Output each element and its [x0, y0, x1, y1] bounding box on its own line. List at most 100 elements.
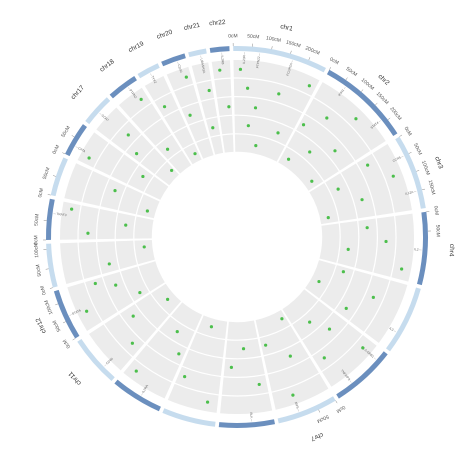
track-band-chr5-1 [364, 280, 408, 343]
chromosome-arc-chr11 [77, 338, 115, 381]
data-point-chr8-120-t3 [229, 365, 234, 369]
tick-label: 0cM [403, 126, 413, 137]
chromosome-arc-chr19 [137, 63, 160, 79]
tick-mark [374, 102, 378, 106]
data-point-chr2-15-t3 [301, 123, 306, 127]
gene-label: PTPN22 [256, 56, 261, 69]
tick-mark [308, 57, 311, 61]
data-point-chr21-20-t4 [211, 126, 215, 130]
track-band-chr4-3 [355, 218, 377, 273]
track-band-chr4-4 [337, 221, 359, 268]
track-band-chr12-5 [138, 261, 165, 292]
tick-label: 50cM [316, 413, 330, 424]
tick-mark [408, 151, 412, 154]
data-point-chr6-30-t1 [361, 346, 365, 350]
track-band-chr12-1 [67, 282, 102, 332]
data-point-chr5-70-t2 [371, 295, 375, 299]
track-band-chr13-4 [115, 240, 137, 270]
track-band-chr4-2 [373, 216, 396, 277]
data-point-layer [70, 67, 404, 404]
track-band-chr7-3 [263, 341, 310, 374]
tick-label: 0cM [33, 235, 39, 245]
track-band-chr19-3 [164, 109, 187, 133]
gene-label: PTPN2 [128, 89, 137, 100]
track-band-chr22-3 [217, 97, 233, 116]
tick-mark [71, 135, 75, 138]
chromosome-arc-chr15 [50, 157, 68, 197]
tick-mark [345, 77, 348, 81]
gene-connector [141, 393, 143, 396]
data-point-chr1-60-t4 [246, 124, 250, 128]
track-band-chr20-2 [174, 84, 199, 108]
chromosome-label-chr21: chr21 [183, 22, 201, 32]
data-point-chr5-20-t4 [341, 270, 345, 274]
data-point-chr15-70-t3 [113, 189, 117, 193]
track-band-chr20-5 [196, 138, 214, 159]
data-point-chr8-70-t4 [241, 347, 246, 351]
track-band-chr16-5 [144, 176, 169, 200]
data-point-chr2-70-t2 [325, 116, 329, 120]
data-point-chr7-140-t4 [264, 343, 268, 347]
data-point-chr18-60-t1 [139, 97, 143, 101]
track-band-chr19-2 [154, 92, 179, 117]
gene-connector [343, 87, 346, 90]
tick-label: 150cM [285, 39, 301, 49]
track-band-chr6-5 [282, 289, 318, 324]
gene-connector [128, 87, 130, 90]
data-point-chr22-20-t1 [218, 68, 222, 72]
data-point-chr19-20-t2 [162, 105, 167, 109]
tick-mark [72, 338, 76, 341]
track-band-chr14-2 [78, 205, 99, 240]
gene-connector [401, 156, 404, 158]
data-point-chr7-100-t1 [291, 393, 295, 397]
track-band-chr17-1 [96, 107, 129, 141]
tick-label: 50cM [42, 167, 52, 181]
track-band-chr3-3 [341, 163, 376, 219]
track-band-chr11-4 [135, 293, 169, 329]
tick-label: 0cM [335, 404, 346, 414]
data-point-chr5-110-t5 [317, 279, 321, 284]
tick-mark [47, 194, 51, 196]
data-point-chr1-230-t1 [307, 84, 311, 88]
tick-label: 100cM [44, 299, 55, 315]
track-band-chr12-2 [85, 277, 118, 322]
tick-mark [416, 170, 420, 172]
data-point-chr11-100-t3 [131, 314, 135, 318]
track-band-chr13-3 [97, 241, 119, 275]
gene-label: STAT4 [370, 121, 380, 130]
track-band-chr20-1 [166, 66, 194, 91]
track-band-chr7-4 [259, 325, 300, 356]
data-point-chr12-120-t2 [93, 281, 97, 286]
data-point-chr16-60-t4 [141, 174, 145, 179]
data-point-chr11-30-t2 [130, 341, 134, 345]
chromosome-label-chr22: chr22 [209, 19, 226, 27]
track-band-chr18-2 [131, 103, 162, 132]
track-band-chr4-1 [391, 213, 414, 282]
chromosome-arc-chr1 [233, 46, 326, 73]
track-band-chr7-5 [255, 309, 290, 338]
gene-connector [150, 73, 152, 76]
chromosome-label-chr12: chr12 [35, 316, 48, 334]
gene-connector [177, 61, 179, 65]
chromosome-arc-chr7 [277, 396, 336, 424]
track-band-chr7-2 [267, 357, 319, 392]
tick-label: 150cM [427, 179, 437, 195]
tick-mark [55, 303, 59, 306]
track-band-chr10-1 [123, 359, 172, 399]
track-band-chr1-2 [233, 78, 311, 113]
data-point-chr3-90-t1 [391, 174, 395, 178]
track-band-chr11-3 [120, 304, 157, 343]
data-point-chr7-60-t3 [288, 354, 292, 358]
gene-connector [349, 380, 352, 383]
data-point-chr4-80-t2 [384, 239, 388, 244]
track-band-chr19-5 [183, 143, 202, 165]
gene-connector [69, 314, 72, 316]
chromosome-arc-chr12 [53, 289, 80, 339]
track-band-chr9-1 [167, 383, 219, 413]
tick-label: 50cM [52, 319, 63, 333]
tick-label: 100cM [420, 160, 431, 176]
chromosome-arc-chr4 [416, 211, 429, 286]
data-point-chr1-20-t1 [238, 67, 243, 71]
tick-label: 0cM [37, 188, 45, 199]
